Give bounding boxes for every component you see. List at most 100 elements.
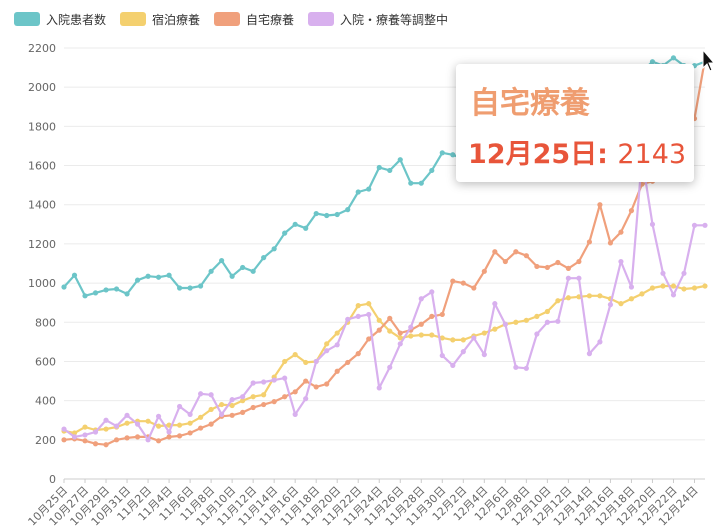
data-point: [313, 358, 319, 365]
data-point: [376, 327, 382, 333]
data-point: [576, 258, 582, 265]
data-point: [618, 301, 624, 307]
data-point: [219, 401, 225, 408]
data-point: [429, 289, 435, 295]
data-point: [61, 284, 67, 290]
data-point: [565, 295, 571, 301]
data-point: [61, 437, 67, 443]
data-point: [649, 59, 656, 65]
data-point: [387, 328, 393, 334]
data-point: [418, 332, 424, 338]
data-point: [292, 389, 298, 395]
data-point: [670, 292, 677, 298]
data-point: [261, 401, 267, 408]
data-point: [187, 285, 193, 291]
data-point: [691, 222, 698, 228]
y-tick-label: 0: [49, 473, 56, 486]
data-point: [61, 426, 67, 432]
data-point: [607, 302, 614, 308]
data-point: [366, 336, 372, 342]
data-point: [439, 150, 445, 156]
data-point: [576, 275, 582, 281]
data-point: [334, 211, 340, 218]
data-point: [450, 337, 456, 343]
data-point: [250, 404, 256, 411]
data-point: [124, 412, 130, 418]
data-point: [534, 313, 540, 319]
legend-item-home-care[interactable]: 自宅療養: [214, 11, 294, 28]
data-point: [460, 349, 466, 355]
data-point: [502, 258, 508, 265]
data-point: [176, 285, 183, 291]
y-tick-label: 1000: [28, 277, 56, 290]
data-point: [271, 246, 277, 252]
data-point: [534, 263, 540, 270]
data-point: [345, 207, 351, 213]
data-point: [439, 352, 445, 359]
data-point: [408, 180, 414, 186]
legend-item-hotel-care[interactable]: 宿泊療養: [120, 11, 200, 28]
data-point: [166, 272, 172, 278]
data-point: [303, 359, 309, 366]
data-point: [502, 321, 508, 327]
data-point: [639, 291, 645, 297]
data-point: [702, 283, 708, 289]
data-point: [208, 421, 214, 427]
data-point: [355, 313, 361, 319]
data-point: [492, 249, 498, 255]
data-point: [670, 283, 677, 289]
data-point: [313, 384, 319, 390]
data-point: [565, 275, 571, 281]
data-point: [155, 423, 162, 429]
series-line: [63, 156, 705, 441]
data-point: [628, 296, 635, 302]
legend-label-adjusting: 入院・療養等調整中: [340, 12, 449, 27]
data-point: [324, 212, 330, 219]
data-point: [103, 417, 109, 423]
data-point: [250, 394, 256, 400]
data-point: [429, 167, 435, 174]
data-point: [481, 268, 487, 274]
data-point: [366, 186, 372, 192]
data-point: [471, 285, 477, 291]
data-point: [628, 284, 635, 290]
data-point: [282, 375, 288, 381]
data-point: [555, 318, 561, 324]
data-point: [134, 277, 141, 283]
legend-swatch-adjusting: [308, 12, 335, 26]
data-point: [240, 264, 246, 271]
data-point: [408, 324, 414, 330]
data-point: [387, 315, 393, 321]
legend-swatch-hotel-care: [120, 12, 147, 26]
data-point: [523, 317, 529, 323]
legend-item-inpatients[interactable]: 入院患者数: [14, 11, 106, 28]
data-point: [198, 283, 204, 289]
data-point: [219, 257, 225, 264]
data-point: [198, 414, 204, 420]
data-point: [681, 286, 687, 292]
data-point: [208, 406, 214, 413]
data-point: [597, 293, 603, 299]
data-point: [261, 379, 267, 385]
data-point: [450, 278, 456, 284]
data-point: [292, 411, 298, 417]
data-point: [513, 319, 519, 325]
data-point: [229, 397, 235, 403]
data-point: [240, 394, 246, 400]
chart-cursor: [702, 48, 716, 72]
legend-label-inpatients: 入院患者数: [46, 12, 107, 27]
data-point: [145, 273, 151, 279]
y-tick-label: 1200: [28, 238, 56, 251]
data-point: [670, 55, 677, 61]
data-point: [208, 268, 214, 274]
y-tick-label: 1800: [28, 120, 56, 133]
tooltip-value: 2143: [617, 139, 687, 170]
data-point: [292, 221, 298, 227]
data-point: [324, 341, 330, 347]
data-point: [250, 268, 256, 274]
legend-item-adjusting[interactable]: 入院・療養等調整中: [308, 11, 448, 28]
legend-swatch-home-care: [214, 12, 241, 26]
y-tick-label: 800: [35, 316, 56, 329]
data-point: [103, 442, 109, 448]
data-point: [124, 435, 130, 441]
